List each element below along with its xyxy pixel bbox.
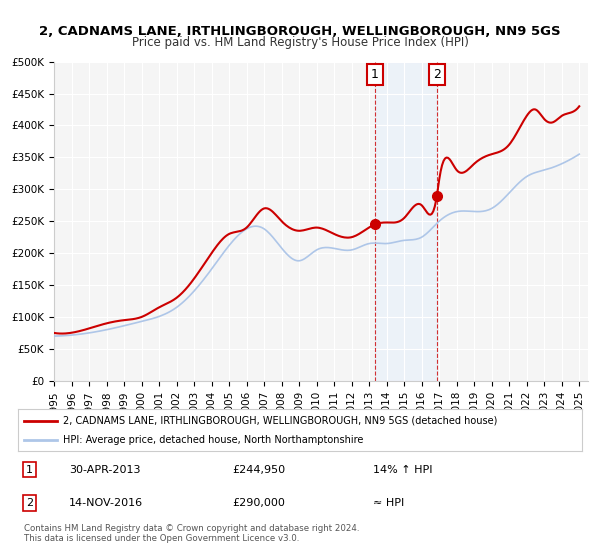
- Text: 30-APR-2013: 30-APR-2013: [69, 465, 140, 475]
- Text: 2, CADNAMS LANE, IRTHLINGBOROUGH, WELLINGBOROUGH, NN9 5GS (detached house): 2, CADNAMS LANE, IRTHLINGBOROUGH, WELLIN…: [63, 416, 497, 426]
- Text: Price paid vs. HM Land Registry's House Price Index (HPI): Price paid vs. HM Land Registry's House …: [131, 36, 469, 49]
- Text: Contains HM Land Registry data © Crown copyright and database right 2024.
This d: Contains HM Land Registry data © Crown c…: [24, 524, 359, 543]
- Text: 1: 1: [26, 465, 33, 475]
- Text: 2, CADNAMS LANE, IRTHLINGBOROUGH, WELLINGBOROUGH, NN9 5GS: 2, CADNAMS LANE, IRTHLINGBOROUGH, WELLIN…: [39, 25, 561, 38]
- Text: HPI: Average price, detached house, North Northamptonshire: HPI: Average price, detached house, Nort…: [63, 435, 364, 445]
- Text: ≈ HPI: ≈ HPI: [373, 498, 404, 508]
- Text: 14-NOV-2016: 14-NOV-2016: [69, 498, 143, 508]
- Text: £244,950: £244,950: [232, 465, 286, 475]
- Text: 2: 2: [433, 68, 441, 81]
- Text: 2: 2: [26, 498, 33, 508]
- Text: £290,000: £290,000: [232, 498, 285, 508]
- Text: 14% ↑ HPI: 14% ↑ HPI: [373, 465, 433, 475]
- Bar: [375, 62, 437, 381]
- Text: 1: 1: [371, 68, 379, 81]
